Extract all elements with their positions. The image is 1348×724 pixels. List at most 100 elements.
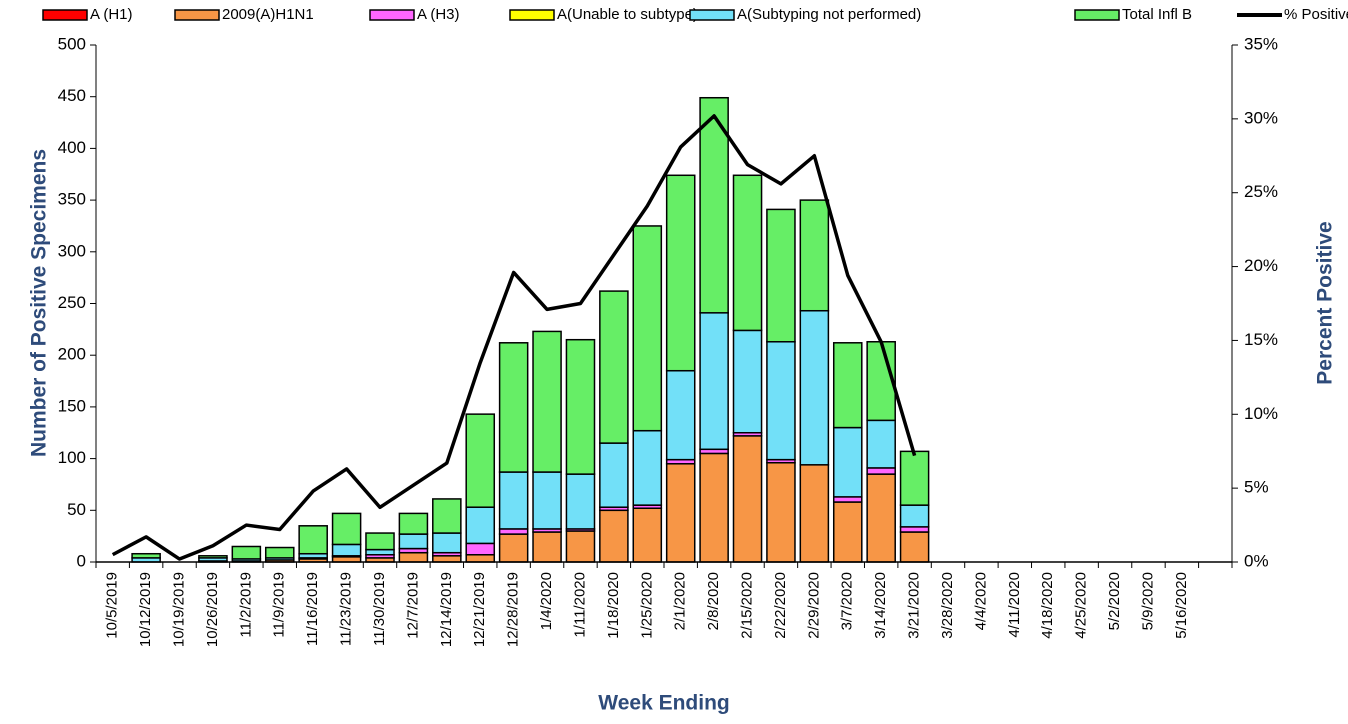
bar-segment: [432, 498, 462, 534]
legend-label: A(Subtyping not performed): [737, 6, 921, 23]
bar-segment: [432, 532, 462, 554]
bar-segment: [532, 330, 562, 473]
x-tick-label: 3/14/2020: [872, 572, 889, 639]
bar-segment: [465, 413, 496, 508]
bar-segment: [732, 435, 763, 563]
x-tick-label: 12/14/2019: [438, 572, 455, 647]
bar-segment: [231, 545, 262, 560]
x-tick-label: 1/25/2020: [638, 572, 655, 639]
x-tick-label: 4/4/2020: [972, 572, 989, 630]
legend-label: A (H1): [90, 6, 133, 23]
x-tick-label: 3/28/2020: [939, 572, 956, 639]
y-tick-label: 500: [58, 34, 86, 53]
y2-tick-label: 15%: [1244, 330, 1278, 349]
x-tick-label: 4/25/2020: [1073, 572, 1090, 639]
x-tick-label: 2/1/2020: [672, 572, 689, 630]
bar-segment: [766, 461, 796, 563]
bar-segment: [766, 208, 796, 343]
bar-segment: [398, 533, 429, 550]
y2-tick-label: 20%: [1244, 256, 1278, 275]
bar-segment: [899, 526, 930, 533]
bar-segment: [498, 528, 529, 535]
bar-segment: [866, 473, 896, 563]
bar-segment: [365, 532, 395, 551]
bar-segment: [398, 512, 429, 535]
x-tick-label: 1/18/2020: [605, 572, 622, 639]
x-tick-label: 11/23/2019: [338, 572, 355, 646]
bar-segment: [665, 174, 696, 372]
x-tick-label: 10/5/2019: [104, 572, 121, 639]
bar-segment: [832, 342, 863, 429]
x-tick-label: 5/2/2020: [1106, 572, 1123, 630]
bar-segment: [264, 546, 295, 559]
x-tick-label: 1/11/2020: [571, 572, 588, 638]
y-tick-label: 100: [58, 448, 86, 467]
bar-segment: [732, 329, 763, 434]
bar-segment: [599, 442, 629, 508]
bar-segment: [432, 555, 462, 563]
y-tick-label: 50: [67, 500, 86, 519]
bar-segment: [899, 531, 930, 563]
bar-segment: [699, 96, 729, 314]
legend-label: % Positive: [1284, 6, 1348, 23]
x-tick-label: 10/26/2019: [204, 572, 221, 647]
bar-segment: [565, 473, 596, 530]
bar-segment: [331, 543, 362, 557]
y-tick-label: 0: [77, 551, 86, 570]
bar-segment: [532, 471, 562, 530]
bar-segment: [866, 341, 896, 422]
x-tick-label: 11/30/2019: [371, 572, 388, 646]
y2-tick-label: 25%: [1244, 182, 1278, 201]
bar-segment: [198, 555, 228, 559]
bar-segment: [498, 342, 529, 473]
y2-tick-label: 10%: [1244, 404, 1278, 423]
bar-segment: [699, 452, 729, 563]
bar-segment: [632, 225, 663, 432]
bar-segment: [465, 554, 496, 563]
x-tick-label: 4/11/2020: [1006, 572, 1023, 638]
y-axis-title: Number of Positive Specimens: [28, 149, 51, 457]
x-tick-label: 11/9/2019: [271, 572, 288, 638]
legend-swatch: [1074, 9, 1120, 21]
x-tick-label: 10/12/2019: [137, 572, 154, 647]
x-tick-label: 11/2/2019: [237, 572, 254, 638]
y2-tick-label: 5%: [1244, 478, 1269, 497]
x-tick-label: 12/21/2019: [471, 572, 488, 647]
x-axis-title: Week Ending: [598, 692, 729, 715]
bar-segment: [599, 509, 629, 563]
x-tick-label: 4/18/2020: [1039, 572, 1056, 639]
x-tick-label: 3/21/2020: [906, 572, 923, 639]
y-tick-label: 450: [58, 86, 86, 105]
bar-segment: [799, 199, 830, 312]
bar-segment: [498, 471, 529, 530]
legend-swatch: [689, 9, 735, 21]
bar-segment: [732, 174, 763, 332]
legend-swatch: [42, 9, 88, 21]
y-tick-label: 300: [58, 241, 86, 260]
line-series: [111, 114, 917, 561]
bar-segment: [498, 533, 529, 563]
x-tick-label: 12/28/2019: [505, 572, 522, 647]
legend-swatch: [369, 9, 415, 21]
bar-segment: [766, 341, 796, 461]
bar-segment: [799, 309, 830, 466]
bar-segment: [699, 312, 729, 451]
bar-segment: [632, 429, 663, 506]
x-tick-label: 2/29/2020: [805, 572, 822, 639]
y-tick-label: 250: [58, 293, 86, 312]
bar-segment: [866, 419, 896, 469]
bar-segment: [532, 531, 562, 563]
bar-segment: [398, 551, 429, 563]
legend-swatch: [509, 9, 555, 21]
bar-segment: [665, 463, 696, 563]
bar-segment: [331, 512, 362, 546]
legend-swatch: [174, 9, 220, 21]
bar-segment: [832, 496, 863, 503]
x-tick-label: 11/16/2019: [304, 572, 321, 646]
bar-segment: [131, 552, 161, 559]
bar-segment: [832, 501, 863, 563]
bar-segment: [565, 530, 596, 563]
legend-label: Total Infl B: [1122, 6, 1192, 23]
y-tick-label: 350: [58, 190, 86, 209]
